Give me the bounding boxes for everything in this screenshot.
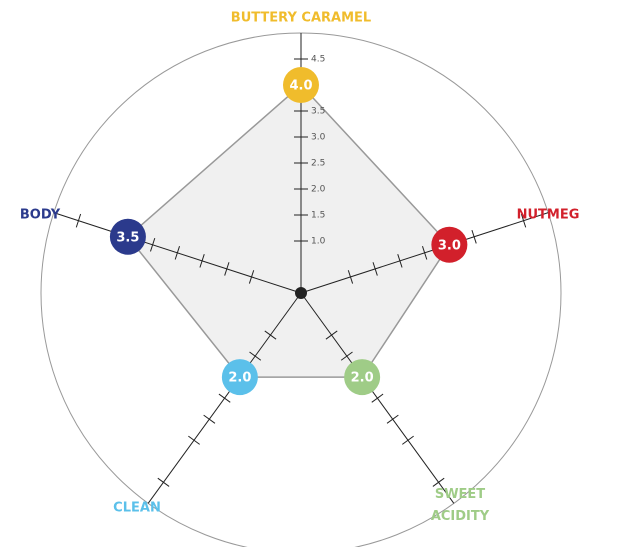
- tick-mark: [471, 229, 477, 244]
- tick-mark: [149, 237, 156, 252]
- value-label: 2.0: [351, 371, 374, 386]
- category-label: CLEAN: [113, 501, 161, 516]
- category-label: BODY: [20, 208, 61, 223]
- tick-mark: [371, 393, 384, 403]
- tick-label: 1.5: [311, 211, 325, 221]
- tick-mark: [203, 414, 216, 424]
- value-badge: [283, 67, 319, 103]
- tick-mark: [347, 270, 354, 284]
- tick-label: 3.0: [311, 133, 326, 143]
- category-label-line: ACIDITY: [431, 509, 490, 524]
- tick-mark: [188, 435, 200, 445]
- tick-mark: [157, 477, 170, 487]
- tick-label: 4.5: [311, 55, 325, 65]
- radar-area: [126, 83, 451, 378]
- tick-mark: [248, 270, 255, 284]
- tick-mark: [520, 213, 527, 228]
- category-label: BUTTERY CARAMEL: [231, 11, 371, 26]
- value-badge: [431, 226, 468, 263]
- value-badge: [221, 359, 258, 396]
- value-label: 3.5: [116, 230, 139, 245]
- category-label: SWEET ACIDITY: [431, 487, 490, 524]
- tick-mark: [224, 262, 230, 276]
- tick-mark: [386, 414, 399, 424]
- tick-mark: [397, 254, 403, 268]
- tick-mark: [249, 351, 262, 361]
- tick-label: 2.0: [311, 185, 326, 195]
- value-label: 2.0: [228, 371, 251, 386]
- tick-mark: [372, 262, 378, 276]
- value-badge: [344, 359, 381, 396]
- tick-label: 3.5: [311, 107, 325, 117]
- tick-mark: [218, 393, 231, 403]
- value-label: 4.0: [289, 79, 312, 94]
- tick-mark: [402, 435, 414, 445]
- center-dot: [295, 287, 307, 299]
- tick-mark: [264, 330, 277, 340]
- tick-mark: [174, 246, 181, 260]
- category-label-line: SWEET: [435, 487, 485, 502]
- tick-label: 1.0: [311, 237, 326, 247]
- category-label: NUTMEG: [517, 208, 580, 223]
- value-label: 3.0: [438, 238, 461, 253]
- tick-mark: [75, 213, 82, 228]
- tick-mark: [432, 477, 445, 487]
- tick-mark: [325, 330, 338, 340]
- tick-mark: [421, 246, 428, 260]
- value-badge: [109, 218, 146, 255]
- tick-mark: [340, 351, 353, 361]
- tick-mark: [199, 254, 205, 268]
- tick-label: 2.5: [311, 159, 325, 169]
